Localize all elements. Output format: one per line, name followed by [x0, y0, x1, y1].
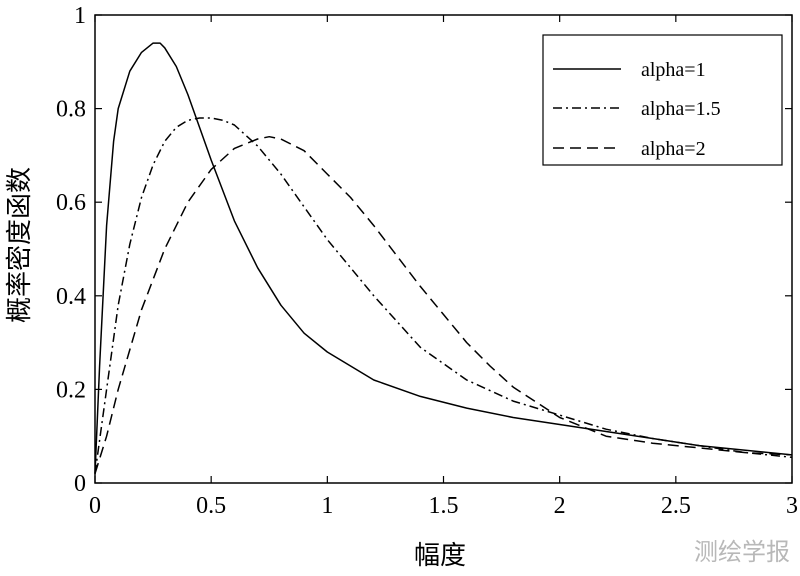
x-tick-label: 2.5	[661, 493, 691, 519]
legend-label-1: alpha=1	[641, 59, 706, 81]
series-line-2	[94, 117, 793, 474]
y-axis-title: 概率密度函数	[5, 167, 35, 323]
series-line-3	[94, 135, 793, 474]
legend-label-2: alpha=1.5	[641, 98, 721, 120]
x-tick-label: 1	[321, 493, 333, 519]
legend-label-3: alpha=2	[641, 138, 706, 160]
axis-ticks: 0 0.5 1 1.5 2 2.5 3 0 0.2 0.4 0.6 0.8 1	[56, 3, 798, 519]
y-tick-label: 0.2	[56, 377, 86, 403]
legend-box	[542, 34, 783, 166]
y-tick-label: 1	[74, 3, 86, 29]
series-line-1	[94, 42, 793, 474]
x-tick-label: 1.5	[429, 493, 459, 519]
x-tick-label: 0.5	[196, 493, 226, 519]
x-tick-label: 3	[786, 493, 798, 519]
y-tick-label: 0.4	[56, 284, 86, 310]
watermark-text: 测绘学报	[694, 538, 790, 566]
legend: alpha=1 alpha=1.5 alpha=2	[542, 34, 783, 166]
x-tick-label: 2	[554, 493, 566, 519]
y-tick-label: 0	[74, 471, 86, 497]
y-tick-label: 0.8	[56, 97, 86, 123]
x-tick-label: 0	[89, 493, 101, 519]
x-axis-title: 幅度	[414, 541, 466, 571]
series-lines	[94, 42, 793, 474]
y-tick-label: 0.6	[56, 190, 86, 216]
